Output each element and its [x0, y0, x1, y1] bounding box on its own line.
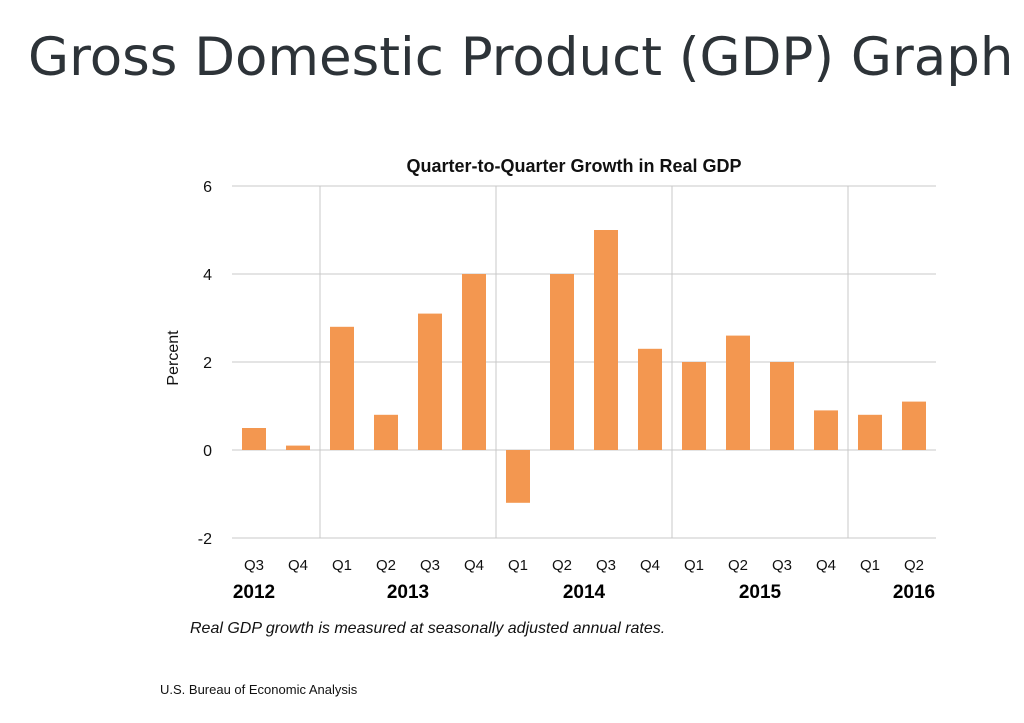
bar [418, 313, 442, 450]
bar [858, 414, 882, 450]
x-category-label: Q4 [816, 557, 836, 574]
x-category-label: Q3 [772, 557, 792, 574]
source-credit: U.S. Bureau of Economic Analysis [160, 682, 358, 697]
bar [506, 450, 530, 503]
year-label: 2013 [387, 582, 429, 603]
bar [594, 230, 618, 450]
x-category-label: Q4 [640, 557, 660, 574]
x-category-label: Q2 [728, 557, 748, 574]
bar [286, 445, 310, 450]
x-category-label: Q3 [244, 557, 264, 574]
bar [814, 410, 838, 450]
bar [770, 362, 794, 450]
x-category-label: Q2 [552, 557, 572, 574]
x-category-label: Q4 [464, 557, 484, 574]
slide-title: Gross Domestic Product (GDP) Graph [28, 27, 1014, 88]
x-category-label: Q2 [376, 557, 396, 574]
bar [902, 401, 926, 450]
bar [726, 335, 750, 450]
bar [462, 274, 486, 450]
x-category-label: Q1 [508, 557, 528, 574]
bar [374, 414, 398, 450]
y-tick-label: 0 [203, 443, 212, 460]
bar [682, 362, 706, 450]
chart-title: Quarter-to-Quarter Growth in Real GDP [406, 156, 741, 176]
bar [242, 428, 266, 450]
labels-layer: -2 0 2 4 6 Q3 Q4 Q1 Q2 Q3 Q4 Q1 Q2 Q3 Q4 Q1 Q2 Q3 Q4 Q1 Q2 20… [198, 179, 935, 603]
x-category-label: Q3 [596, 557, 616, 574]
bar [638, 348, 662, 450]
year-label: 2015 [739, 582, 782, 603]
x-category-label: Q1 [684, 557, 704, 574]
x-category-label: Q4 [288, 557, 308, 574]
chart-note: Real GDP growth is measured at seasonall… [190, 620, 666, 637]
bars-layer [242, 230, 926, 503]
y-tick-label: -2 [198, 531, 212, 548]
y-tick-label: 4 [203, 267, 212, 284]
x-category-label: Q3 [420, 557, 440, 574]
y-tick-label: 6 [203, 179, 212, 196]
year-label: 2016 [893, 582, 935, 603]
year-label: 2012 [233, 582, 275, 603]
x-category-label: Q2 [904, 557, 924, 574]
y-axis-label: Percent [165, 330, 182, 386]
year-label: 2014 [563, 582, 606, 603]
y-tick-label: 2 [203, 355, 212, 372]
bar [330, 326, 354, 450]
x-category-label: Q1 [332, 557, 352, 574]
bar [550, 274, 574, 450]
x-category-label: Q1 [860, 557, 880, 574]
